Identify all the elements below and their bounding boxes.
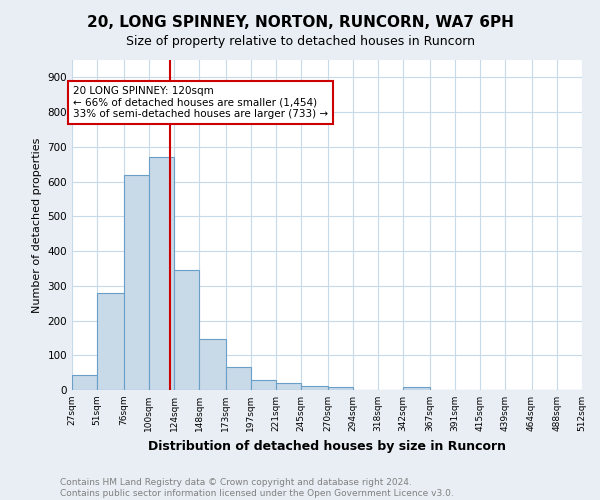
Text: 20, LONG SPINNEY, NORTON, RUNCORN, WA7 6PH: 20, LONG SPINNEY, NORTON, RUNCORN, WA7 6… xyxy=(86,15,514,30)
Bar xyxy=(149,158,174,390)
Bar xyxy=(226,368,251,390)
Y-axis label: Number of detached properties: Number of detached properties xyxy=(32,138,42,312)
Text: Size of property relative to detached houses in Runcorn: Size of property relative to detached ho… xyxy=(125,35,475,48)
Bar xyxy=(403,387,430,390)
Bar xyxy=(199,338,226,390)
X-axis label: Distribution of detached houses by size in Runcorn: Distribution of detached houses by size … xyxy=(148,440,506,452)
Bar xyxy=(72,376,97,390)
Bar xyxy=(174,270,199,390)
Bar xyxy=(97,294,124,390)
Bar xyxy=(124,174,149,390)
Bar xyxy=(251,380,276,390)
Bar xyxy=(276,383,301,390)
Bar xyxy=(301,386,328,390)
Text: 20 LONG SPINNEY: 120sqm
← 66% of detached houses are smaller (1,454)
33% of semi: 20 LONG SPINNEY: 120sqm ← 66% of detache… xyxy=(73,86,328,120)
Bar xyxy=(328,386,353,390)
Text: Contains HM Land Registry data © Crown copyright and database right 2024.
Contai: Contains HM Land Registry data © Crown c… xyxy=(60,478,454,498)
